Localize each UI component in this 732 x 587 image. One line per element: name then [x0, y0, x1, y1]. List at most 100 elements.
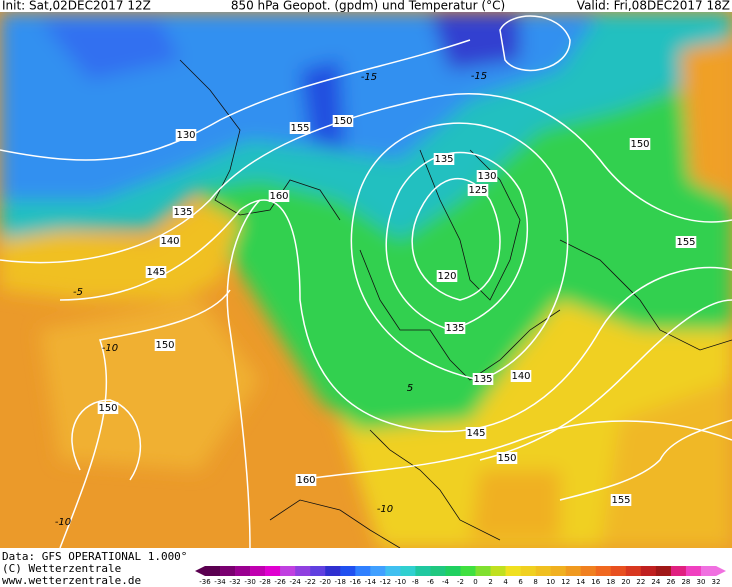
colorbar-label: 8	[533, 578, 537, 586]
colorbar-label: 32	[712, 578, 721, 586]
geopotential-label-group: 135	[433, 153, 455, 165]
colorbar-segment	[640, 566, 657, 576]
geopotential-label-box	[472, 373, 494, 385]
geopotential-label-box	[433, 153, 455, 165]
colorbar-label: 12	[561, 578, 570, 586]
colorbar-label: 22	[636, 578, 645, 586]
geopotential-label: 155	[290, 123, 309, 134]
colorbar-label: -20	[320, 578, 331, 586]
colorbar-label: 16	[591, 578, 600, 586]
geopotential-label-group: 150	[629, 138, 651, 150]
geopotential-label: 155	[611, 495, 630, 506]
colorbar-label: -14	[365, 578, 377, 586]
colorbar-segment	[595, 566, 612, 576]
colorbar-segment	[610, 566, 627, 576]
geopotential-label-group: 145	[465, 427, 487, 439]
geopotential-label-box	[332, 115, 354, 127]
colorbar-label: 10	[546, 578, 555, 586]
colorbar-segment	[280, 566, 296, 576]
geopotential-label-box	[467, 184, 489, 196]
colorbar-label: -24	[289, 578, 301, 586]
colorbar-segment	[325, 566, 341, 576]
colorbar-label: -34	[214, 578, 226, 586]
geopotential-label: 145	[146, 267, 165, 278]
valid-time: Valid: Fri,08DEC2017 18Z	[577, 0, 730, 13]
map-title: 850 hPa Geopot. (gpdm) und Temperatur (°…	[231, 0, 505, 13]
geopotential-label-group: 150	[97, 402, 119, 414]
geopotential-label: 125	[468, 185, 487, 196]
colorbar-segment	[340, 566, 356, 576]
colorbar-segment	[430, 566, 446, 576]
colorbar-label: 2	[488, 578, 492, 586]
geopotential-label-group: 140	[159, 235, 181, 247]
geopotential-label-box	[465, 427, 487, 439]
geopotential-label: 135	[434, 154, 453, 165]
geopotential-label-box	[159, 235, 181, 247]
geopotential-label: 130	[176, 130, 195, 141]
colorbar-segment	[295, 566, 311, 576]
colorbar-label: -18	[335, 578, 346, 586]
geopotential-label-box	[154, 339, 176, 351]
geopotential-label-box	[289, 122, 311, 134]
colorbar: -36 -34 -32 -30 -28 -26 -24 -22 -20 -18 -16 -14 -12-…	[195, 566, 726, 586]
geopotential-label-box	[610, 494, 632, 506]
colorbar-label: -28	[259, 578, 270, 586]
colorbar-label: -10	[395, 578, 406, 586]
colorbar-arrow-right	[716, 566, 726, 576]
geopotential-label-group: 160	[268, 190, 290, 202]
colorbar-segment	[265, 566, 281, 576]
geopotential-label-box	[444, 322, 466, 334]
geopotential-label-box	[436, 270, 458, 282]
colorbar-segment	[535, 566, 551, 576]
colorbar-segment	[220, 566, 236, 576]
colorbar-arrow-left	[195, 566, 205, 576]
geopotential-label: 140	[511, 371, 530, 382]
geopotential-label: 120	[437, 271, 456, 282]
colorbar-label: -4	[442, 578, 450, 586]
geopotential-label-box	[510, 370, 532, 382]
geopotential-label: 155	[676, 237, 695, 248]
colorbar-segment	[520, 566, 536, 576]
geopotential-label: 150	[333, 116, 352, 127]
colorbar-segment	[385, 566, 401, 576]
colorbar-label: 20	[621, 578, 630, 586]
geopotential-label-box	[145, 266, 167, 278]
colorbar-segment	[505, 566, 521, 576]
colorbar-segment	[250, 566, 266, 576]
geopotential-label-group: 150	[496, 452, 518, 464]
geopotential-label-box	[675, 236, 697, 248]
colorbar-segment	[445, 566, 461, 576]
colorbar-label: -26	[274, 578, 286, 586]
data-source: Data: GFS OPERATIONAL 1.000°	[2, 550, 187, 563]
contour-labels: 130 155 150 135 130 125 120 135 135 140 145 150 150 1…	[55, 71, 697, 528]
geopotential-label-group: 145	[145, 266, 167, 278]
colorbar-segment	[580, 566, 597, 576]
geopotential-label: 140	[160, 236, 179, 247]
geopotential-label: 130	[477, 171, 496, 182]
colorbar-label: 14	[576, 578, 585, 586]
geopotential-label-group: 120	[436, 270, 458, 282]
geopotential-label: 135	[173, 207, 192, 218]
colorbar-segment	[655, 566, 672, 576]
colorbar-label: -22	[304, 578, 315, 586]
colorbar-label: 18	[606, 578, 615, 586]
colorbar-label: -32	[229, 578, 240, 586]
colorbar-label: 0	[473, 578, 477, 586]
geopotential-label-group: 135	[172, 206, 194, 218]
geopotential-label-box	[476, 170, 498, 182]
colorbar-segment	[565, 566, 582, 576]
colorbar-label: -36	[199, 578, 211, 586]
geopotential-label-box	[175, 129, 197, 141]
colorbar-segment	[400, 566, 416, 576]
colorbar-label: 24	[651, 578, 660, 586]
colorbar-label: 26	[666, 578, 675, 586]
temperature-label: -15	[361, 72, 377, 83]
colorbar-segment	[670, 566, 687, 576]
init-time: Init: Sat,02DEC2017 12Z	[2, 0, 151, 13]
map-field	[0, 12, 732, 548]
geopotential-label-group: 155	[289, 122, 311, 134]
temperature-label: -10	[377, 504, 393, 515]
geopotential-label: 160	[269, 191, 288, 202]
